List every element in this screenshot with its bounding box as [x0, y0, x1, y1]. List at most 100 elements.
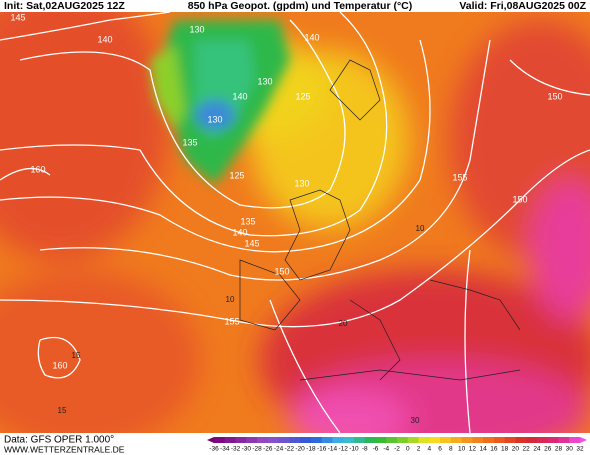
- colorbar-tick-label: 20: [512, 446, 520, 453]
- colorbar-tick-label: -28: [252, 446, 262, 453]
- colorbar-segment: [257, 437, 269, 443]
- geopotential-contours: [0, 12, 590, 433]
- colorbar-tick-label: 2: [417, 446, 421, 453]
- contour-label: 30: [411, 416, 420, 425]
- contour-label: 150: [512, 194, 527, 204]
- colorbar-tick-label: 14: [480, 446, 488, 453]
- colorbar-tick-label: -36: [209, 446, 219, 453]
- colorbar-segment: [235, 437, 247, 443]
- contour-label: 140: [304, 32, 319, 42]
- colorbar-tick-label: -6: [373, 446, 379, 453]
- contour-label: 145: [10, 12, 25, 22]
- contour-label: 15: [72, 351, 81, 360]
- colorbar-segment: [407, 437, 420, 443]
- colorbar-tick-label: 10: [458, 446, 466, 453]
- colorbar-tick-label: -22: [285, 446, 295, 453]
- colorbar-tick-label: -26: [263, 446, 273, 453]
- colorbar-tick-label: 16: [490, 446, 498, 453]
- colorbar-tick-label: -10: [349, 446, 359, 453]
- colorbar-segment: [364, 437, 376, 443]
- colorbar-tick-label: -18: [306, 446, 316, 453]
- colorbar-segment: [224, 437, 237, 443]
- colorbar-segment: [386, 437, 398, 443]
- contour-label: 10: [416, 224, 425, 233]
- colorbar-arrow: [580, 437, 587, 443]
- colorbar-tick-label: 26: [544, 446, 552, 453]
- colorbar-tick-label: -30: [242, 446, 252, 453]
- colorbar-segment: [558, 437, 570, 443]
- contour-label: 130: [257, 76, 272, 86]
- colorbar-segment: [515, 437, 527, 443]
- colorbar-segment: [569, 437, 581, 443]
- colorbar-segment: [278, 437, 290, 443]
- colorbar-segment: [547, 437, 559, 443]
- contour-label: 130: [207, 114, 222, 124]
- colorbar-tick-label: -34: [220, 446, 230, 453]
- contour-label: 140: [97, 34, 112, 44]
- contour-label: 125: [229, 170, 244, 180]
- colorbar-segment: [267, 437, 280, 443]
- colorbar-tick-label: 0: [406, 446, 410, 453]
- colorbar-segment: [504, 437, 516, 443]
- contour-label: 160: [52, 360, 67, 370]
- colorbar-segment: [429, 437, 441, 443]
- colorbar-tick-label: 4: [427, 446, 431, 453]
- colorbar-segment: [332, 437, 344, 443]
- colorbar-segment: [472, 437, 484, 443]
- colorbar-tick-label: 28: [555, 446, 563, 453]
- colorbar-tick-label: -32: [231, 446, 241, 453]
- map-title: 850 hPa Geopot. (gpdm) und Temperatur (°…: [188, 0, 413, 12]
- contour-label: 125: [295, 91, 310, 101]
- colorbar-tick-label: 24: [533, 446, 541, 453]
- colorbar-tick-label: 12: [469, 446, 477, 453]
- contour-label: 135: [182, 137, 197, 147]
- colorbar-tick-label: -14: [328, 446, 338, 453]
- colorbar-tick-label: 8: [449, 446, 453, 453]
- colorbar-segment: [321, 437, 333, 443]
- colorbar-tick-label: -20: [295, 446, 305, 453]
- colorbar-segment: [214, 437, 226, 443]
- contour-label: 130: [189, 24, 204, 34]
- colorbar-tick-label: 18: [501, 446, 509, 453]
- contour-label: 20: [339, 319, 348, 328]
- colorbar-segment: [289, 437, 301, 443]
- contour-label: 145: [244, 238, 259, 248]
- colorbar-segment: [310, 437, 323, 443]
- contour-label: 135: [240, 216, 255, 226]
- contour-label: 140: [232, 91, 247, 101]
- colorbar-segment: [536, 437, 549, 443]
- contour-label: 15: [58, 406, 67, 415]
- colorbar-tick-label: -4: [383, 446, 389, 453]
- colorbar-tick-label: -24: [274, 446, 284, 453]
- colorbar-segment: [397, 437, 409, 443]
- contour-label: 140: [232, 227, 247, 237]
- colorbar-segment: [526, 437, 538, 443]
- colorbar-segment: [418, 437, 430, 443]
- colorbar-segment: [375, 437, 387, 443]
- contour-label: 160: [30, 164, 45, 174]
- colorbar-tick-label: 32: [576, 446, 584, 453]
- colorbar-tick-label: 30: [566, 446, 574, 453]
- colorbar-tick-label: -12: [338, 446, 348, 453]
- colorbar-segment: [246, 437, 258, 443]
- colorbar-segment: [461, 437, 473, 443]
- colorbar-segment: [300, 437, 312, 443]
- colorbar-tick-label: -2: [394, 446, 400, 453]
- contour-label: 10: [226, 295, 235, 304]
- colorbar-segment: [493, 437, 506, 443]
- init-time: Init: Sat,02AUG2025 12Z: [4, 0, 125, 12]
- colorbar-segment: [343, 437, 355, 443]
- contour-label: 150: [274, 266, 289, 276]
- contour-label: 150: [547, 91, 562, 101]
- colorbar-tick-label: 22: [523, 446, 531, 453]
- colorbar-arrow: [207, 437, 214, 443]
- colorbar-tick-label: 6: [438, 446, 442, 453]
- colorbar-tick-label: -16: [317, 446, 327, 453]
- colorbar-segment: [440, 437, 452, 443]
- contour-label: 155: [452, 172, 467, 182]
- colorbar-segment: [450, 437, 463, 443]
- contour-label: 130: [294, 178, 309, 188]
- website: WWW.WETTERZENTRALE.DE: [4, 444, 125, 454]
